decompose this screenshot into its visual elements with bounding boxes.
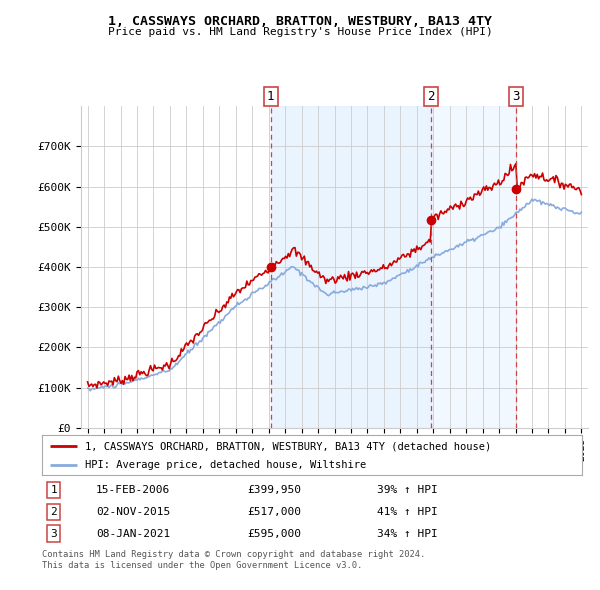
Text: 34% ↑ HPI: 34% ↑ HPI [377,529,437,539]
Text: 15-FEB-2006: 15-FEB-2006 [96,485,170,495]
Text: £517,000: £517,000 [247,507,301,517]
Text: 1: 1 [50,485,57,495]
Text: 3: 3 [50,529,57,539]
Text: 39% ↑ HPI: 39% ↑ HPI [377,485,437,495]
Text: This data is licensed under the Open Government Licence v3.0.: This data is licensed under the Open Gov… [42,560,362,569]
Text: 1, CASSWAYS ORCHARD, BRATTON, WESTBURY, BA13 4TY: 1, CASSWAYS ORCHARD, BRATTON, WESTBURY, … [108,15,492,28]
Text: Contains HM Land Registry data © Crown copyright and database right 2024.: Contains HM Land Registry data © Crown c… [42,550,425,559]
Text: 41% ↑ HPI: 41% ↑ HPI [377,507,437,517]
Text: HPI: Average price, detached house, Wiltshire: HPI: Average price, detached house, Wilt… [85,460,367,470]
Text: 08-JAN-2021: 08-JAN-2021 [96,529,170,539]
Text: 2: 2 [427,90,434,103]
Text: £595,000: £595,000 [247,529,301,539]
Bar [271,106,431,428]
Text: 1: 1 [267,90,274,103]
Text: 02-NOV-2015: 02-NOV-2015 [96,507,170,517]
Text: Price paid vs. HM Land Registry's House Price Index (HPI): Price paid vs. HM Land Registry's House … [107,27,493,37]
Bar [431,106,516,428]
Text: 1, CASSWAYS ORCHARD, BRATTON, WESTBURY, BA13 4TY (detached house): 1, CASSWAYS ORCHARD, BRATTON, WESTBURY, … [85,441,491,451]
Text: £399,950: £399,950 [247,485,301,495]
Text: 3: 3 [512,90,520,103]
Text: 2: 2 [50,507,57,517]
